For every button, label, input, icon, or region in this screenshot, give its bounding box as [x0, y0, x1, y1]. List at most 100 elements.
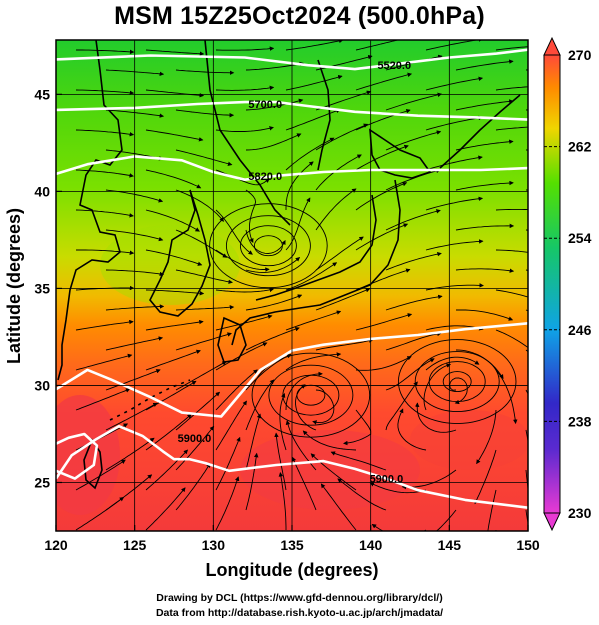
streamline-64 [175, 229, 228, 258]
streamline-126 [75, 388, 131, 411]
streamline-101 [285, 310, 342, 331]
streamline-33 [425, 115, 483, 131]
streamline-29 [145, 129, 204, 142]
streamline-57 [145, 209, 200, 232]
colorbar-tick-label-0: 230 [568, 505, 592, 521]
streamline-135 [245, 379, 275, 431]
streamline-131 [423, 363, 452, 411]
streamline-133 [105, 402, 158, 431]
colorbar-bottom-arrow [543, 512, 561, 532]
coastline-hokkaido [369, 128, 432, 179]
streamline-36 [175, 149, 233, 166]
y-tick-label-4: 45 [34, 86, 50, 102]
streamline-71 [145, 249, 203, 266]
coastline-kurils [439, 94, 521, 169]
streamline-0 [76, 49, 135, 55]
streamline-54 [455, 180, 514, 191]
streamline-174 [495, 529, 497, 531]
streamline-80 [315, 236, 364, 271]
streamline-149 [245, 413, 262, 471]
streamline-165 [337, 478, 387, 511]
colorbar-ticks: 230 238 246 254 262 270 [544, 47, 592, 521]
streamline-93 [245, 294, 303, 311]
coastline-honshu [231, 179, 401, 346]
contour-2 [56, 155, 528, 181]
streamline-34 [495, 126, 528, 131]
streamline-98 [75, 319, 134, 331]
streamline-164 [291, 456, 317, 511]
streamline-117 [425, 356, 480, 371]
coastline-russia [204, 40, 291, 226]
contour-5 [56, 432, 99, 480]
streamline-56 [75, 209, 134, 218]
coastline-china-korea [57, 40, 123, 381]
streamline-17 [285, 74, 343, 91]
warm-patches [56, 225, 528, 515]
streamline-72 [215, 249, 270, 272]
streamline-116 [355, 356, 412, 371]
credits: Drawing by DCL (https://www.gfd-dennou.o… [0, 591, 599, 621]
vortex-1-ring-1 [282, 374, 340, 416]
vortex-rings [209, 203, 517, 438]
streamline-15 [145, 89, 205, 98]
colorbar-top-arrow [543, 36, 561, 56]
streamline-60 [355, 182, 408, 211]
streamline-1 [145, 49, 205, 56]
streamline-121 [245, 354, 292, 391]
streamline-148 [175, 425, 215, 471]
streamline-159 [369, 482, 427, 494]
contour-label-0: 5520.0 [377, 60, 411, 72]
streamline-119 [105, 369, 161, 391]
colorbar-tick-label-5: 270 [568, 47, 592, 63]
x-tick-label-6: 150 [516, 537, 540, 553]
coastline-honshu-inner [255, 194, 377, 301]
streamline-134 [175, 391, 221, 431]
streamline-173 [371, 523, 427, 531]
streamline-47 [425, 155, 483, 171]
streamline-170 [215, 476, 240, 531]
streamline-160 [487, 489, 497, 531]
y-axis-title: Latitude (degrees) [4, 208, 24, 364]
streamline-65 [245, 229, 286, 254]
streamline-109 [385, 331, 442, 351]
streamline-18 [355, 72, 413, 91]
streamline-94 [315, 288, 371, 311]
streamline-162 [175, 462, 211, 511]
contour-3 [56, 322, 528, 418]
streamline-155 [145, 449, 189, 491]
streamline-78 [175, 269, 233, 285]
contour-label-1: 5700.0 [248, 99, 282, 111]
streamline-3 [285, 40, 344, 51]
x-axis: 120 125 130 135 140 145 150 [44, 525, 540, 553]
chart-title: MSM 15Z25Oct2024 (500.0hPa) [114, 2, 485, 30]
coastlines [57, 40, 521, 490]
vortex-2-ring-3 [209, 203, 328, 289]
wind-streamlines [75, 40, 528, 531]
streamline-168 [75, 496, 125, 531]
x-tick-label-3: 135 [280, 537, 304, 553]
streamline-75 [425, 239, 484, 251]
streamline-104 [495, 329, 528, 349]
colorbar-tick-label-4: 262 [568, 139, 592, 155]
credits-line-2: Data from http://database.rish.kyoto-u.a… [155, 607, 444, 619]
streamline-128 [215, 369, 258, 411]
coastline-korea [149, 189, 211, 317]
streamline-157 [274, 432, 287, 491]
streamline-163 [245, 452, 259, 511]
y-tick-label-2: 35 [34, 280, 50, 296]
streamline-14 [75, 89, 135, 96]
streamline-31 [285, 108, 341, 131]
streamline-12 [455, 59, 514, 71]
streamline-145 [397, 408, 427, 451]
vortex-0-ring-3 [397, 339, 517, 425]
streamline-22 [175, 109, 235, 118]
streamline-115 [285, 352, 342, 371]
streamline-51 [245, 189, 257, 243]
streamline-76 [495, 249, 528, 253]
streamline-58 [215, 209, 253, 255]
colorbar-tick-label-3: 254 [568, 230, 592, 246]
x-tick-label-0: 120 [44, 537, 68, 553]
vortex-2-ring-1 [239, 225, 297, 267]
streamline-107 [245, 327, 300, 351]
